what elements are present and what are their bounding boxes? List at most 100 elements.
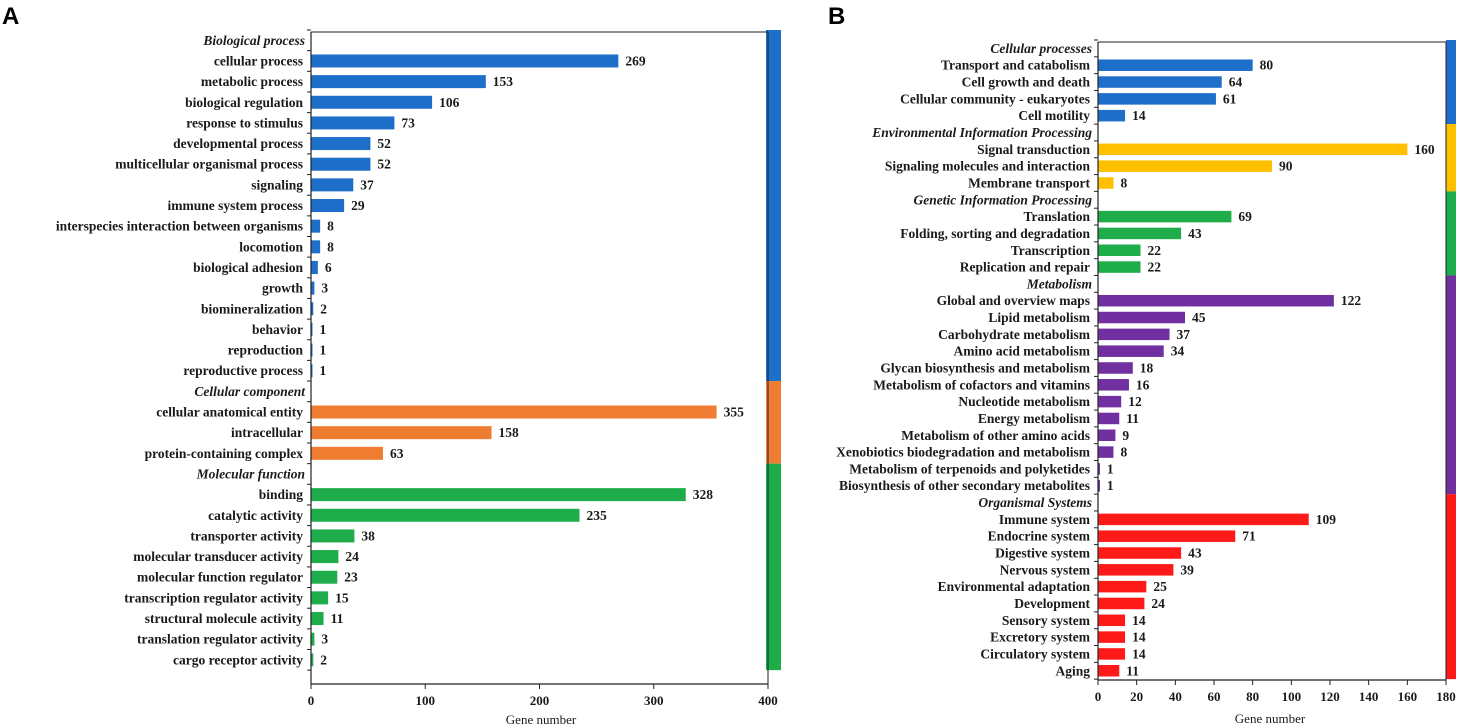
category-label: biological regulation <box>185 95 303 110</box>
group-strip-organismal-systems <box>1446 494 1456 680</box>
category-label: Nucleotide metabolism <box>958 394 1090 409</box>
category-label: Circulatory system <box>980 646 1090 661</box>
category-label: Digestive system <box>995 546 1091 561</box>
bar-multicellular-organismal-process <box>311 157 371 171</box>
bar-global-and-overview-maps <box>1098 294 1334 307</box>
bar-cellular-anatomical-entity <box>311 405 717 419</box>
bar-cell-growth-and-death <box>1098 76 1222 88</box>
group-strip-cellular-processes <box>1446 40 1456 125</box>
bar-cargo-receptor-activity <box>311 653 314 667</box>
bar-cellular-process <box>311 54 619 68</box>
category-label: Xenobiotics biodegradation and metabolis… <box>836 445 1091 460</box>
bar-environmental-adaptation <box>1098 580 1147 593</box>
bar-intracellular <box>311 426 492 440</box>
category-label: Biosynthesis of other secondary metaboli… <box>839 478 1090 493</box>
category-label: behavior <box>252 322 303 337</box>
category-label: Environmental adaptation <box>938 579 1091 594</box>
group-strip-metabolism <box>1446 275 1456 495</box>
x-tick-label: 140 <box>1359 689 1379 704</box>
category-label: transporter activity <box>190 528 303 543</box>
value-label: 12 <box>1128 394 1142 409</box>
bar-locomotion <box>311 240 321 254</box>
panel-a-go-chart: A Biological process cellular process 269 m… <box>2 3 781 726</box>
bar-replication-and-repair <box>1098 261 1141 273</box>
value-label: 11 <box>1126 411 1139 426</box>
bar-molecular-transducer-activity <box>311 550 339 564</box>
x-tick-label: 20 <box>1130 689 1143 704</box>
value-label: 1 <box>320 322 327 337</box>
category-label: cellular process <box>214 53 303 68</box>
value-label: 3 <box>321 281 328 296</box>
category-label: immune system process <box>168 198 304 213</box>
category-label: Signaling molecules and interaction <box>885 159 1091 174</box>
group-header-biological-process: Biological process <box>202 33 305 48</box>
category-label: Carbohydrate metabolism <box>938 327 1091 342</box>
value-label: 2 <box>320 652 327 667</box>
category-label: Development <box>1014 596 1090 611</box>
bar-response-to-stimulus <box>311 116 395 130</box>
x-tick-label: 0 <box>308 693 315 708</box>
category-label: Glycan biosynthesis and metabolism <box>880 360 1090 375</box>
bar-developmental-process <box>311 137 371 151</box>
value-label: 14 <box>1132 630 1146 645</box>
bar-biological-regulation <box>311 95 433 109</box>
category-label: Signal transduction <box>977 142 1090 157</box>
value-label: 1 <box>320 343 327 358</box>
group-strip-environmental-information-processing <box>1446 124 1456 192</box>
group-header-metabolism: Metabolism <box>1026 276 1092 291</box>
bar-cellular-community-eukaryotes <box>1098 93 1216 105</box>
value-label: 106 <box>439 95 460 110</box>
value-label: 14 <box>1132 613 1146 628</box>
value-label: 34 <box>1171 344 1185 359</box>
x-axis-label: Gene number <box>506 712 577 726</box>
value-label: 18 <box>1140 360 1154 375</box>
category-label: protein-containing complex <box>145 446 304 461</box>
value-label: 16 <box>1136 377 1150 392</box>
category-label: reproductive process <box>183 363 303 378</box>
category-label: Cell motility <box>1018 108 1090 123</box>
group-header-genetic-information-processing: Genetic Information Processing <box>913 192 1092 207</box>
category-label: binding <box>259 487 304 502</box>
group-header-cellular-processes: Cellular processes <box>990 41 1092 56</box>
value-label: 29 <box>351 198 365 213</box>
value-label: 8 <box>1120 175 1127 190</box>
bar-metabolic-process <box>311 75 486 89</box>
category-label: Energy metabolism <box>978 411 1091 426</box>
bar-circulatory-system <box>1098 648 1126 660</box>
category-label: response to stimulus <box>186 115 303 130</box>
bar-excretory-system <box>1098 631 1126 643</box>
value-label: 1 <box>320 363 327 378</box>
value-label: 23 <box>344 570 358 585</box>
value-label: 61 <box>1223 91 1237 106</box>
value-label: 22 <box>1148 243 1162 258</box>
bar-carbohydrate-metabolism <box>1098 328 1170 341</box>
value-label: 3 <box>321 632 328 647</box>
bar-signaling <box>311 178 354 192</box>
bar-sensory-system <box>1098 614 1126 627</box>
value-label: 8 <box>327 219 334 234</box>
value-label: 8 <box>327 239 334 254</box>
value-label: 64 <box>1229 75 1243 90</box>
value-label: 14 <box>1132 108 1146 123</box>
value-label: 328 <box>693 487 714 502</box>
bar-transporter-activity <box>311 529 355 543</box>
group-header-molecular-function: Molecular function <box>196 466 305 481</box>
category-label: structural molecule activity <box>145 611 303 626</box>
category-label: biological adhesion <box>193 260 303 275</box>
x-tick-label: 300 <box>644 693 664 708</box>
bar-immune-system <box>1098 513 1309 526</box>
group-strip-genetic-information-processing <box>1446 191 1456 276</box>
value-label: 43 <box>1188 226 1202 241</box>
category-label: signaling <box>251 177 303 192</box>
bar-amino-acid-metabolism <box>1098 345 1164 357</box>
category-label: Lipid metabolism <box>988 310 1090 325</box>
bar-glycan-biosynthesis-and-metabolism <box>1098 362 1133 374</box>
bar-biosynthesis-of-other-secondary-metabolites <box>1098 479 1100 492</box>
bar-molecular-function-regulator <box>311 570 338 584</box>
x-tick-label: 100 <box>1282 689 1302 704</box>
category-label: Endocrine system <box>988 529 1091 544</box>
value-label: 122 <box>1341 293 1362 308</box>
bar-nervous-system <box>1098 564 1174 576</box>
x-tick-label: 160 <box>1398 689 1418 704</box>
bar-catalytic-activity <box>311 508 580 522</box>
